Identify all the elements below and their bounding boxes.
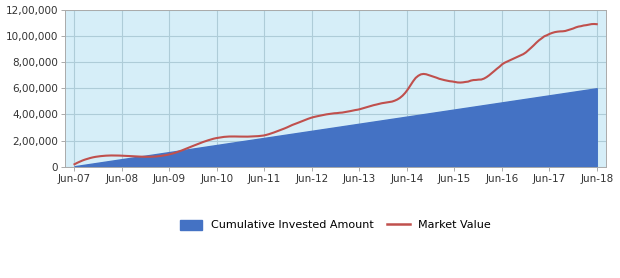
Market Value: [102, 154, 110, 157]
Market Value: [567, 28, 574, 31]
Market Value: [210, 137, 217, 140]
Line: Market Value: Market Value: [74, 24, 597, 164]
Market Value: [549, 31, 556, 34]
Market Value: [168, 152, 175, 155]
Market Value: [593, 23, 601, 26]
Market Value: [590, 22, 598, 26]
Market Value: [71, 163, 78, 166]
Legend: Cumulative Invested Amount, Market Value: Cumulative Invested Amount, Market Value: [180, 220, 491, 230]
Market Value: [92, 155, 99, 158]
